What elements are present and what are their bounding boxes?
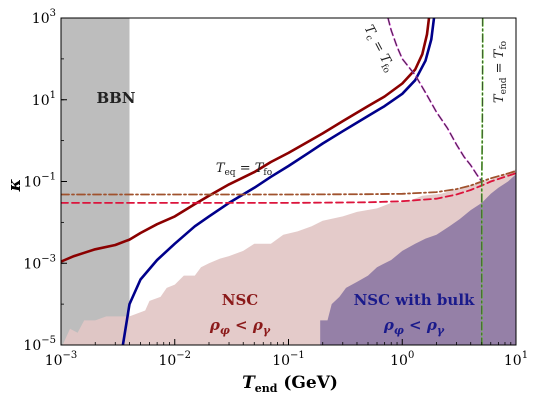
x-tick-label-4: 101 xyxy=(504,350,528,369)
x-tick-label-3: 100 xyxy=(390,350,414,369)
y-tick-label-4: 103 xyxy=(32,8,56,27)
curves xyxy=(61,18,516,345)
series-line-2 xyxy=(61,170,516,196)
x-tick-label-0: 10−3 xyxy=(45,350,78,369)
x-axis-ticks: 10−3 10−2 10−1 100 101 xyxy=(45,339,528,369)
nsc-bulk-label: NSC with bulk xyxy=(354,291,475,309)
series-line-4 xyxy=(387,18,483,183)
nsc-label: NSC xyxy=(222,291,259,309)
series-line-0 xyxy=(61,18,431,263)
x-tick-label-1: 10−2 xyxy=(158,350,191,369)
teq-tfo-label: Teq = Tfo xyxy=(216,161,272,178)
series-line-1 xyxy=(121,18,436,345)
region-2 xyxy=(320,174,516,345)
y-tick-label-2: 10−1 xyxy=(23,172,56,191)
y-tick-label-3: 101 xyxy=(32,90,56,109)
series-line-5-overlay xyxy=(481,18,484,345)
shaded-regions xyxy=(61,18,516,345)
nsc-condition: ρφ < ργ xyxy=(209,316,271,337)
x-axis-label: Tend (GeV) xyxy=(242,373,338,395)
bbn-label: BBN xyxy=(96,89,135,107)
y-tick-label-1: 10−3 xyxy=(23,253,56,272)
nsc-bulk-condition: ρφ < ργ xyxy=(383,316,445,337)
tend-tfo-label: Tend = Tfo xyxy=(492,41,509,103)
x-tick-label-2: 10−1 xyxy=(272,350,305,369)
series-line-4-overlay xyxy=(387,18,483,182)
y-axis-label: κ xyxy=(5,178,25,192)
y-axis-ticks: 10−5 10−3 10−1 101 103 xyxy=(23,8,67,354)
region-0 xyxy=(61,18,130,345)
series-line-3 xyxy=(61,172,516,204)
y-tick-label-0: 10−5 xyxy=(23,335,56,354)
